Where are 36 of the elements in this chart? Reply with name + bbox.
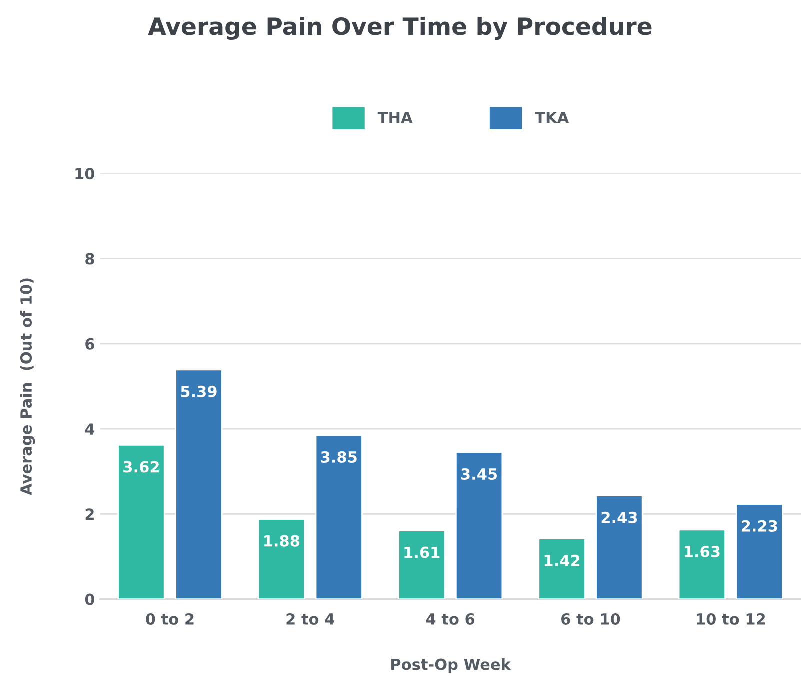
bar [736,504,784,600]
bar [596,495,644,600]
data-label: 2.23 [742,520,778,532]
y-tick-label: 2 [86,508,94,520]
x-tick-label: 2 to 4 [286,613,335,625]
chart-title: Average Pain Over Time by Procedure [148,17,652,40]
y-tick-label: 0 [85,594,95,606]
bar [118,444,166,600]
data-label: 5.39 [181,386,217,398]
data-label: 1.42 [544,554,580,566]
bar [678,529,726,600]
y-tick-label: 10 [76,168,95,180]
y-tick-label: 4 [85,424,95,435]
bar [258,518,306,600]
x-tick-label: 4 to 6 [426,613,475,625]
x-axis-title: Post-Op Week [392,658,512,674]
data-label: 3.45 [461,468,498,480]
bar [315,434,363,600]
data-label: 1.61 [404,546,440,558]
x-tick-label: 10 to 12 [697,613,766,625]
y-tick-label: 6 [86,338,94,350]
data-label: 3.62 [124,461,159,473]
legend-label: TKA [535,112,570,124]
y-tick-label: 8 [86,253,94,265]
data-label: 1.63 [685,546,720,558]
data-label: 2.43 [602,512,638,524]
bar [538,538,586,600]
bar [455,452,504,600]
legend-label: THA [378,112,413,124]
data-label: 1.88 [264,535,300,547]
bar [398,530,446,600]
bar [175,369,223,600]
x-tick-label: 0 to 2 [146,613,194,625]
data-label: 3.85 [321,451,357,464]
x-tick-label: 6 to 10 [562,613,620,625]
y-axis-title: Average Pain (Out of 10) [20,278,36,496]
